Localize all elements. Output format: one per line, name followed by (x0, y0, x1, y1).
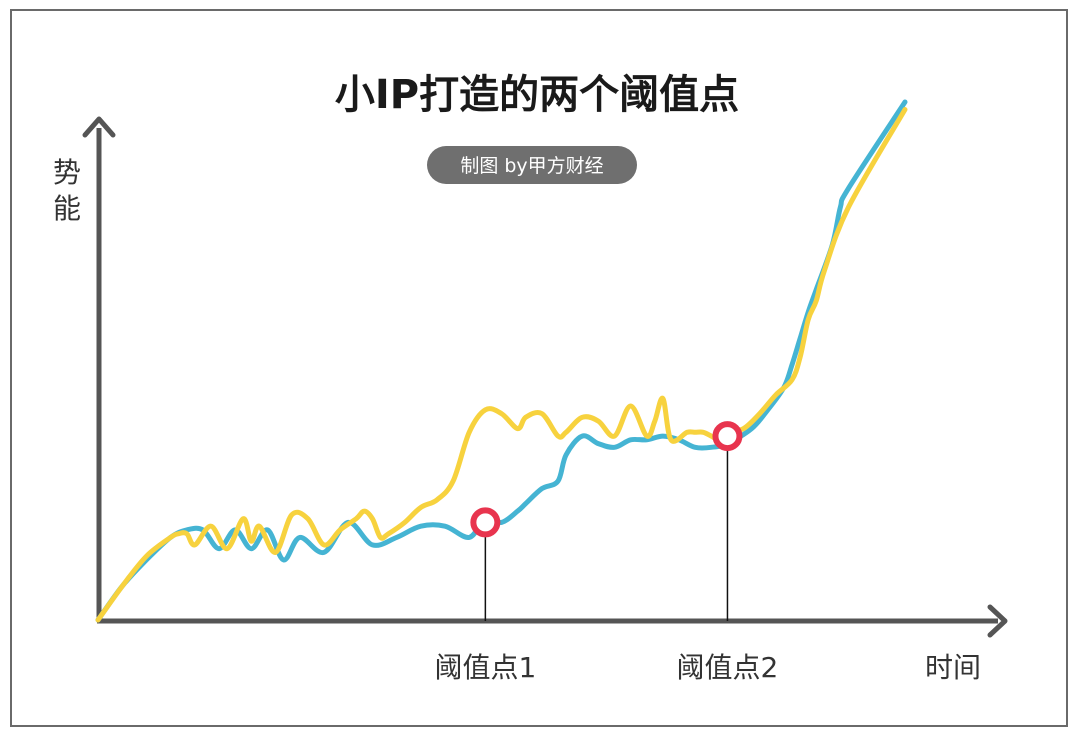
y-axis-label-char-2: 能 (53, 192, 81, 225)
y-axis-label-char-1: 势 (53, 156, 81, 189)
subtitle-badge (427, 146, 637, 184)
series-line-blue (95, 99, 908, 623)
chart-subtitle: 制图 by甲方财经 (460, 155, 603, 177)
axes (82, 116, 1008, 638)
threshold-label-2: 阈值点2 (677, 651, 779, 684)
chart-frame (10, 9, 1068, 727)
marker-layer: 阈值点1 阈值点2 (434, 421, 779, 684)
threshold-marker-2 (712, 421, 743, 452)
chart-title: 小IP打造的两个阈值点 (335, 72, 739, 118)
threshold-marker-1 (470, 507, 501, 538)
x-axis-label: 时间 (925, 651, 981, 684)
series-line-yellow (95, 107, 908, 623)
threshold-label-1: 阈值点1 (434, 651, 536, 684)
series-layer (95, 99, 908, 623)
x-axis-arrow (987, 604, 1008, 638)
y-axis-arrow (82, 116, 116, 138)
